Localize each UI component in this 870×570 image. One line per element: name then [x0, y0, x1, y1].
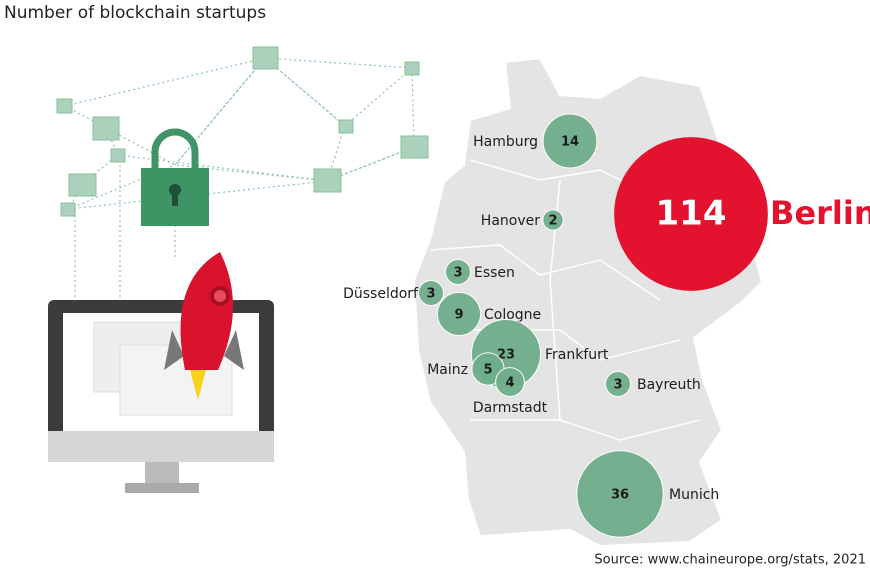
value-label: 36 — [611, 488, 629, 503]
city-label: Hamburg — [473, 134, 538, 150]
city-label: Düsseldorf — [343, 286, 419, 302]
value-label: 114 — [656, 194, 727, 234]
network-illustration — [64, 57, 415, 300]
city-label: Mainz — [427, 362, 468, 378]
bubble — [605, 371, 631, 397]
value-label: 23 — [497, 348, 515, 363]
value-label: 14 — [561, 135, 579, 150]
value-label: 2 — [548, 214, 557, 229]
bubble — [436, 291, 482, 337]
bubble — [542, 113, 598, 169]
bubble — [495, 367, 525, 397]
title: Number of blockchain startups — [4, 3, 266, 23]
rocket-icon — [164, 252, 244, 400]
bubble — [614, 137, 768, 291]
value-label: 3 — [613, 378, 622, 393]
bubble — [445, 259, 471, 285]
value-label: 3 — [453, 266, 462, 281]
value-label: 3 — [426, 287, 435, 302]
city-label: Munich — [669, 487, 719, 503]
city-label: Cologne — [484, 307, 541, 323]
source: Source: www.chaineurope.org/stats, 2021 — [594, 553, 866, 568]
network-nodes — [56, 46, 429, 217]
bubble — [418, 280, 444, 306]
city-label: Frankfurt — [545, 347, 609, 363]
city-label: Darmstadt — [473, 400, 548, 416]
value-label: 4 — [505, 376, 514, 391]
city-label: Bayreuth — [637, 377, 701, 393]
city-label: Berlin — [770, 194, 870, 232]
bubble — [576, 450, 664, 538]
city-label: Essen — [474, 265, 515, 281]
city-label: Hanover — [481, 213, 540, 229]
lock-icon — [141, 128, 209, 226]
bubble — [542, 209, 564, 231]
bubbles: 14 Hamburg 2 Hanover 114 Berlin 3 Essen 3 Düsseld… — [343, 113, 870, 538]
value-label: 5 — [483, 363, 492, 378]
value-label: 9 — [454, 308, 463, 323]
monitor-icon — [48, 300, 274, 493]
